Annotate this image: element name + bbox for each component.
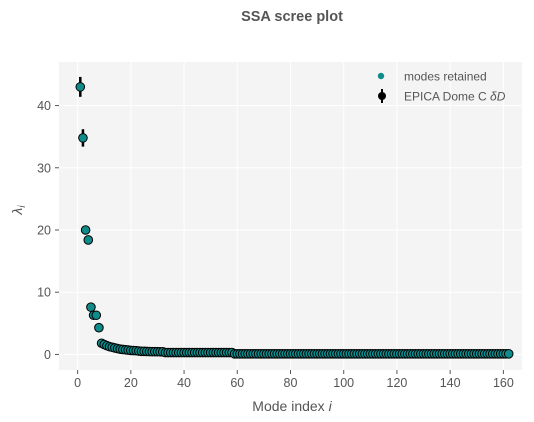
x-axis-label-var: i (329, 398, 333, 414)
x-axis-label-text: Mode index (252, 398, 324, 414)
chart-title: SSA scree plot (241, 9, 343, 25)
x-tick-label: 60 (230, 376, 244, 390)
legend-label-retained: modes retained (404, 70, 487, 84)
data-points (75, 76, 514, 359)
legend-label-epica: EPICA Dome C δD (404, 90, 506, 104)
y-axis-ticks: 0 10 20 30 40 (37, 99, 59, 362)
y-tick-label: 0 (44, 348, 51, 362)
legend: modes retained EPICA Dome C δD (377, 70, 506, 104)
x-tick-label: 100 (333, 376, 354, 390)
y-axis-label: λi (9, 205, 28, 216)
data-point (94, 322, 104, 333)
x-tick-label: 140 (440, 376, 461, 390)
data-point (503, 349, 514, 359)
data-point (83, 235, 94, 245)
x-tick-label: 0 (74, 376, 81, 390)
y-axis-label-symbol: λ (9, 208, 25, 216)
x-axis-ticks: 0 20 40 60 80 100 120 140 160 (74, 370, 514, 390)
x-axis-label: Mode index i (252, 398, 332, 414)
x-tick-label: 160 (493, 376, 514, 390)
data-point (78, 133, 88, 143)
x-tick-label: 80 (284, 376, 298, 390)
data-point (86, 302, 96, 312)
data-point (91, 310, 102, 321)
y-tick-label: 30 (37, 161, 51, 175)
legend-marker-retained (377, 72, 385, 80)
legend-label-epica-var: δD (490, 90, 506, 104)
y-tick-label: 20 (37, 224, 51, 238)
y-axis-label-subscript: i (17, 205, 28, 208)
data-point (80, 225, 91, 235)
x-tick-label: 120 (387, 376, 408, 390)
legend-label-epica-text: EPICA Dome C (404, 90, 490, 104)
x-tick-label: 40 (177, 376, 191, 390)
legend-marker-errorbar-dot (378, 92, 386, 100)
y-tick-label: 40 (37, 99, 51, 113)
y-tick-label: 10 (37, 286, 51, 300)
x-tick-label: 20 (124, 376, 138, 390)
data-point (75, 82, 86, 92)
